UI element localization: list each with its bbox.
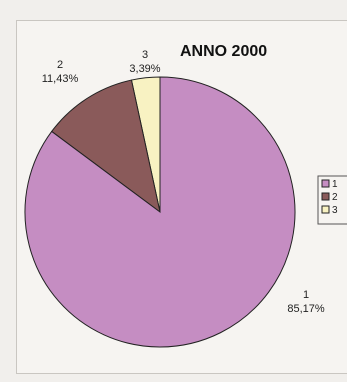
slice-percent-1: 85,17% [287,303,325,315]
legend-label-1: 1 [332,179,338,190]
chart-title: ANNO 2000 [180,43,267,60]
slice-label-2: 2 [57,59,63,71]
slice-label-1: 1 [303,289,309,301]
slice-percent-2: 11,43% [42,73,79,85]
slice-label-3: 3 [142,49,148,61]
legend-swatch-3 [321,205,330,214]
slice-percent-3: 3,39% [129,63,160,75]
legend: 1 2 3 [317,175,347,225]
slice-labels: 1 85,17% 2 11,43% 3 3,39% [42,49,325,315]
pie-slice-2 [50,79,161,214]
legend-swatch-2 [321,192,330,201]
legend-label-3: 3 [332,205,338,216]
pie-slice-1 [24,76,296,348]
legend-swatch-1 [321,179,330,188]
legend-label-2: 2 [332,192,338,203]
pie-slices [24,76,296,348]
